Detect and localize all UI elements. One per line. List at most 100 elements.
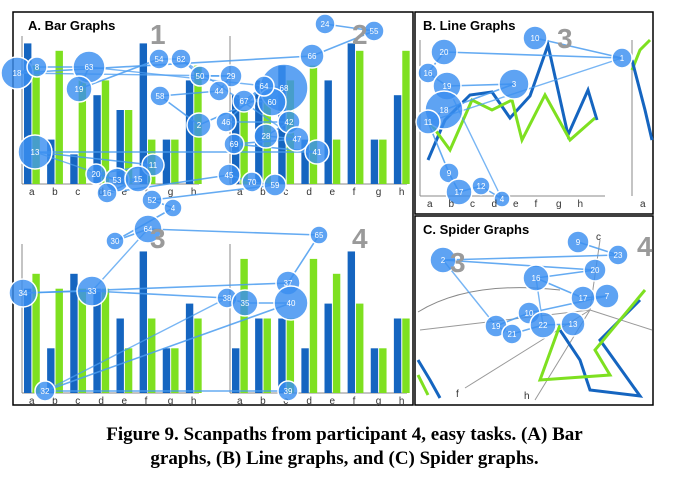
quadrant-label-2: 2 [352, 19, 368, 50]
fixation-number: 19 [443, 82, 452, 91]
bar-dark [255, 318, 263, 393]
fixation-circle [148, 48, 170, 70]
line-series-right-dark [630, 59, 654, 141]
fixation-number: 11 [149, 161, 158, 170]
bar-dark [185, 303, 194, 393]
fixation-number: 63 [85, 63, 94, 72]
line-tick-label: f [535, 199, 538, 210]
bar-tick-label: c [75, 187, 80, 198]
panel-c-quadrant-label-4: 4 [637, 231, 653, 262]
fixation-circle [241, 171, 263, 193]
fixation-circle [208, 80, 230, 102]
bar-green [309, 258, 318, 393]
fixation-circle [430, 38, 458, 66]
fixation-number: 64 [260, 82, 269, 91]
fixation-number: 20 [591, 266, 600, 275]
fixation-circle [215, 111, 237, 133]
fixation-circle [415, 109, 441, 135]
fixation-circle [471, 176, 491, 196]
fixation-circle [217, 163, 241, 187]
fixation-circle [170, 48, 192, 70]
fixation-number: 55 [370, 27, 379, 36]
bar-dark [393, 95, 402, 184]
saccade-line [443, 51, 623, 59]
spider-axis-label-h: h [524, 391, 530, 402]
line-tick-label: g [556, 199, 562, 210]
bar-dark [47, 348, 55, 393]
bar-tick-label: h [399, 396, 405, 407]
fixation-circle [189, 65, 211, 87]
bar-green [286, 318, 295, 393]
bar-dark [347, 43, 356, 185]
saccade-line [106, 174, 230, 194]
bar-dark [324, 80, 332, 184]
bar-dark [139, 251, 148, 393]
bar-tick-label: e [121, 396, 127, 407]
fixation-number: 2 [441, 256, 446, 265]
fixation-number: 65 [315, 231, 324, 240]
bar-dark [301, 139, 309, 184]
saccade-line [233, 143, 318, 153]
bar-tick-label: a [29, 187, 35, 198]
fixation-circle [65, 75, 93, 103]
fixation-circle [133, 214, 163, 244]
bar-tick-label: a [29, 396, 35, 407]
panel-b-tick-labels: a b c d e f g h [427, 199, 583, 210]
fixation-circle [363, 20, 385, 42]
spider-axis-label-f: f [456, 389, 459, 400]
fixation-number: 11 [424, 118, 433, 127]
fixation-number: 16 [103, 189, 112, 198]
spider-axis-label-c: c [596, 232, 601, 243]
quadrant-label-4: 4 [352, 223, 368, 254]
bar-green [240, 258, 248, 393]
fixation-number: 30 [111, 237, 120, 246]
bar-green [124, 348, 133, 393]
fixation-number: 13 [569, 320, 578, 329]
fixation-number: 16 [424, 69, 433, 78]
bar-green [263, 318, 271, 393]
fixation-number: 32 [41, 387, 50, 396]
fixation-number: 64 [144, 225, 153, 234]
bar-green [356, 303, 364, 393]
bar-dark [278, 318, 286, 393]
bar-tick-label: e [121, 187, 127, 198]
fixation-circle [522, 25, 548, 51]
fixation-number: 54 [155, 55, 164, 64]
fixation-number: 19 [75, 85, 84, 94]
fixation-number: 20 [92, 170, 101, 179]
fixation-number: 18 [440, 106, 449, 115]
fixation-number: 69 [230, 140, 239, 149]
fixation-circle [429, 246, 457, 274]
bar-tick-label: g [168, 187, 174, 198]
fixation-number: 22 [539, 321, 548, 330]
bar-green [194, 318, 202, 393]
fixation-number: 70 [248, 178, 257, 187]
fixation-number: 50 [196, 72, 205, 81]
fixation-number: 10 [531, 34, 540, 43]
bar-tick-label: f [145, 396, 148, 407]
fixation-number: 9 [576, 238, 581, 247]
fixation-circle [263, 173, 287, 197]
fixation-circle [611, 47, 633, 69]
panel-b-border [414, 11, 654, 215]
bar-dark [70, 154, 78, 184]
fixation-circle [232, 89, 256, 113]
bar-dark [24, 288, 32, 393]
fixation-number: 24 [321, 20, 330, 29]
bar-tick-label: g [168, 396, 174, 407]
fixation-number: 4 [171, 204, 176, 213]
fixation-number: 52 [148, 196, 157, 205]
panel-c-spider-chart [416, 239, 653, 401]
bar-green [171, 348, 179, 393]
bar-green [32, 273, 40, 393]
bar-tick-label: b [52, 187, 58, 198]
fixation-circle [231, 289, 259, 317]
bar-tick-label: a [237, 396, 243, 407]
bar-green [356, 50, 364, 184]
bar-green [101, 80, 110, 184]
panel-c-border [414, 215, 654, 406]
fixation-number: 21 [508, 330, 517, 339]
fixation-circle [124, 165, 152, 193]
fixation-number: 67 [240, 97, 249, 106]
bar-dark [162, 139, 171, 184]
